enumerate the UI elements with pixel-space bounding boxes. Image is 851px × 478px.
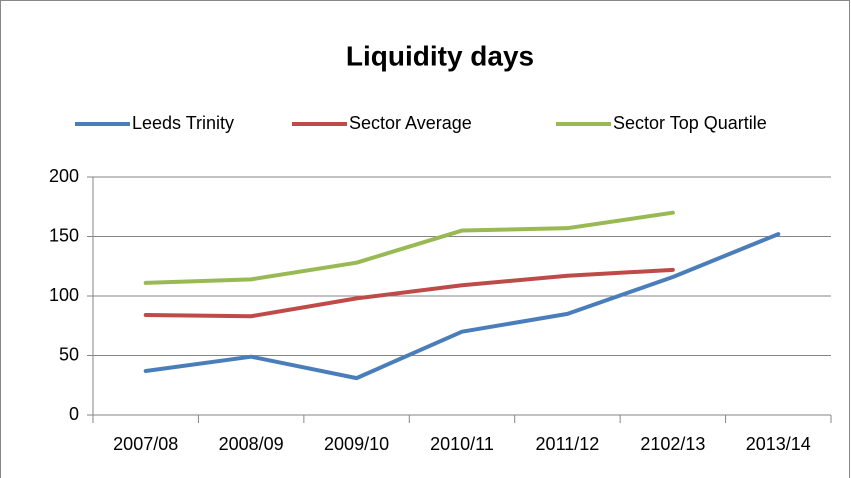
series-line [143,210,675,285]
chart-title: Liquidity days [346,40,534,71]
legend-label: Sector Top Quartile [613,113,767,133]
series-line [143,267,675,319]
y-tick-label: 200 [49,166,79,186]
x-tick-label: 2011/12 [536,434,600,454]
y-tick-label: 0 [69,404,79,424]
y-tick-label: 150 [49,225,79,245]
x-tick-label: 2010/11 [430,434,494,454]
y-tick-label: 100 [49,285,79,305]
x-tick-label: 2008/09 [219,434,284,454]
legend-label: Leeds Trinity [132,113,234,133]
x-tick-label: 2007/08 [113,434,178,454]
legend-label: Sector Average [349,113,472,133]
x-tick-label: 2013/14 [746,434,811,454]
y-tick-label: 50 [59,344,79,364]
x-tick-label: 2009/10 [324,434,389,454]
x-tick-label: 2102/13 [640,434,705,454]
series-line [143,232,781,381]
